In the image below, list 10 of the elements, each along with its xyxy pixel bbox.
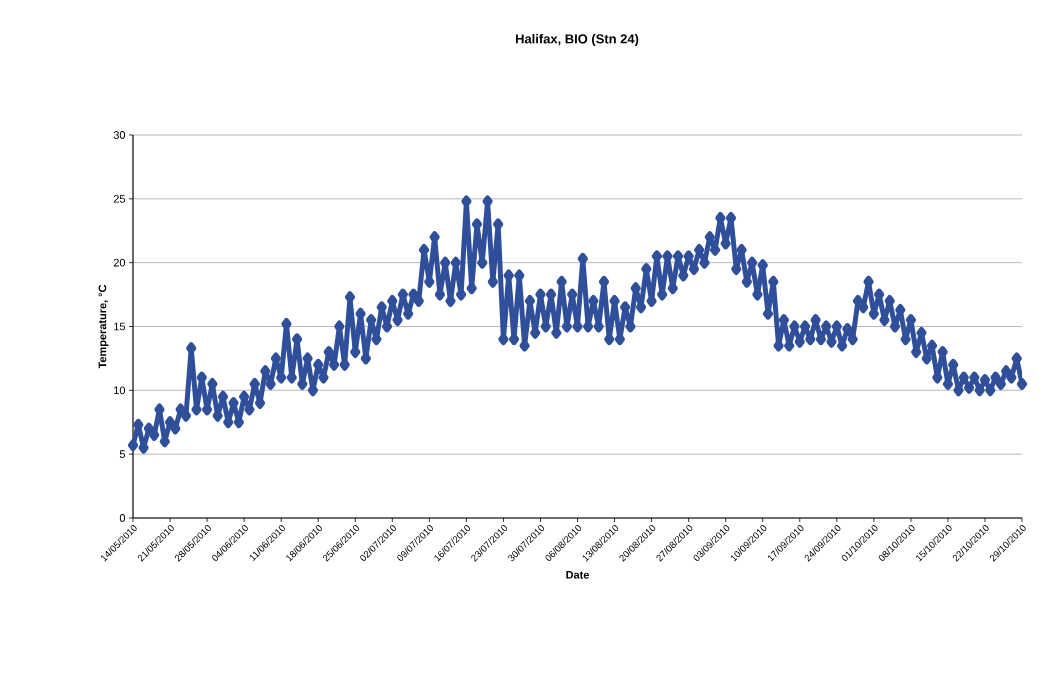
y-tick-label: 30 xyxy=(113,131,126,139)
y-tick-label: 10 xyxy=(114,386,126,395)
y-tick-label: 15 xyxy=(114,322,126,331)
y-axis-title: Temperature, °C xyxy=(98,284,109,369)
y-tick-label: 20 xyxy=(113,258,126,267)
x-axis-title: Date xyxy=(566,571,590,579)
chart-title: Halifax, BIO (Stn 24) xyxy=(515,33,639,47)
y-tick-label: 25 xyxy=(113,194,126,203)
y-tick-label: 0 xyxy=(119,514,126,522)
y-tick-label: 5 xyxy=(119,450,126,458)
